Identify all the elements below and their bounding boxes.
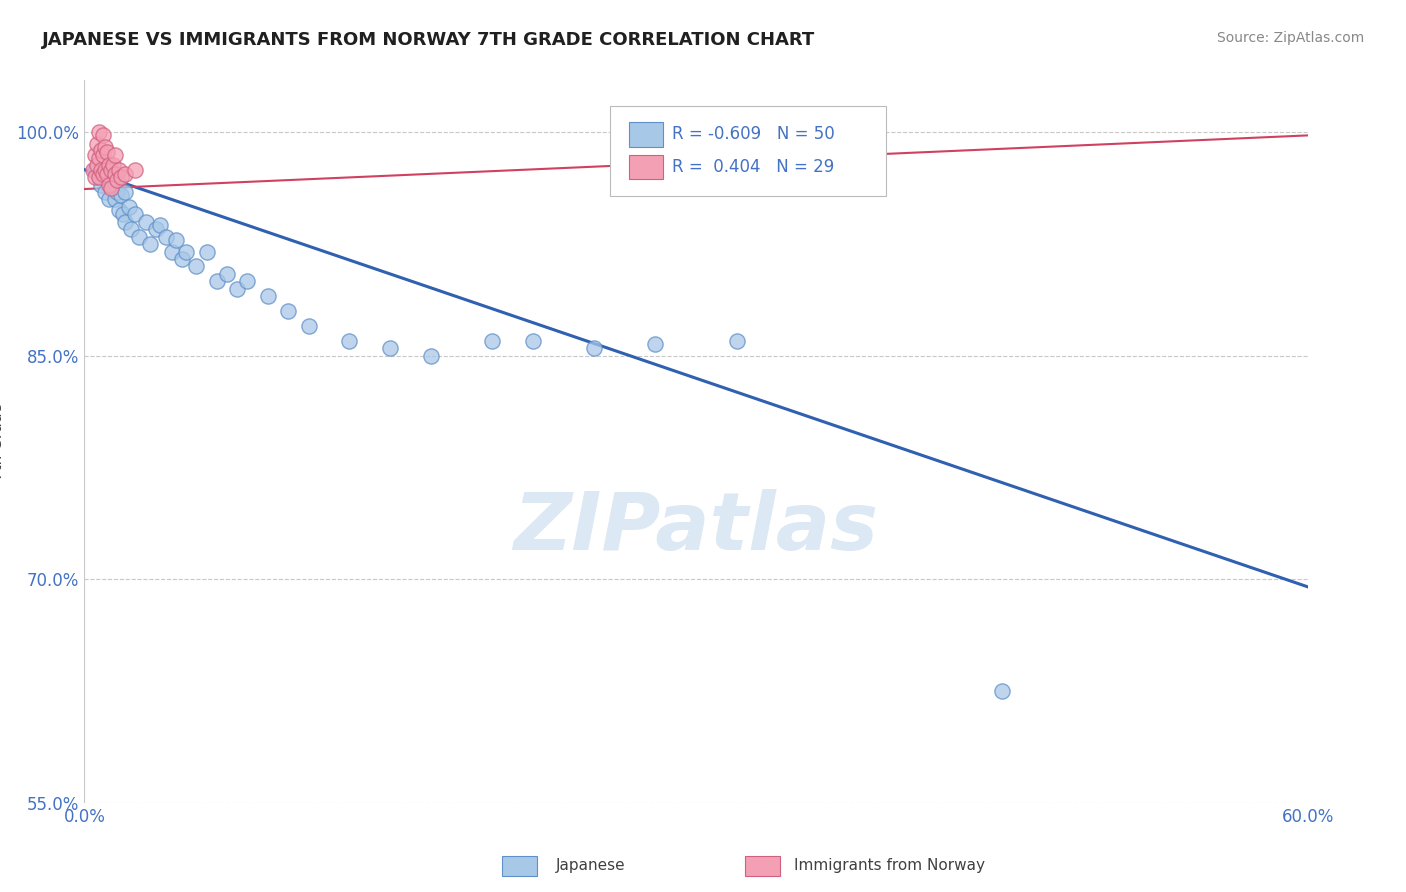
Point bbox=[277, 304, 299, 318]
Point bbox=[97, 158, 120, 172]
Point bbox=[100, 162, 122, 177]
Point bbox=[91, 162, 114, 177]
Point bbox=[160, 244, 183, 259]
Point bbox=[96, 145, 118, 159]
Text: R = -0.609   N = 50: R = -0.609 N = 50 bbox=[672, 126, 834, 144]
Bar bbox=[628, 122, 664, 147]
Point bbox=[90, 178, 112, 192]
Point bbox=[110, 188, 132, 202]
Point bbox=[86, 158, 108, 172]
Text: R =  0.404   N = 29: R = 0.404 N = 29 bbox=[672, 158, 834, 176]
Point bbox=[298, 319, 321, 334]
Text: Immigrants from Norway: Immigrants from Norway bbox=[794, 858, 986, 872]
Point bbox=[257, 289, 280, 303]
Point bbox=[82, 162, 104, 177]
Point bbox=[226, 282, 249, 296]
Point bbox=[118, 200, 141, 214]
Point bbox=[149, 218, 172, 232]
Point bbox=[108, 162, 131, 177]
Point bbox=[97, 173, 120, 187]
Point bbox=[93, 185, 115, 199]
Point bbox=[87, 170, 110, 185]
Point bbox=[165, 233, 187, 247]
Point bbox=[114, 185, 136, 199]
Point bbox=[93, 155, 115, 169]
Point bbox=[128, 229, 150, 244]
Point bbox=[105, 173, 128, 187]
Point bbox=[97, 178, 120, 192]
Point bbox=[120, 222, 142, 236]
Point bbox=[339, 334, 361, 348]
Point bbox=[186, 260, 208, 274]
Point bbox=[217, 267, 239, 281]
Point bbox=[236, 274, 259, 288]
Point bbox=[583, 342, 606, 356]
Point bbox=[91, 148, 114, 162]
Point bbox=[174, 244, 197, 259]
Text: JAPANESE VS IMMIGRANTS FROM NORWAY 7TH GRADE CORRELATION CHART: JAPANESE VS IMMIGRANTS FROM NORWAY 7TH G… bbox=[42, 31, 815, 49]
Point bbox=[91, 167, 114, 181]
Point bbox=[86, 137, 108, 152]
Point bbox=[124, 162, 146, 177]
Y-axis label: 7th Grade: 7th Grade bbox=[0, 403, 6, 480]
Point bbox=[135, 215, 157, 229]
Point bbox=[991, 684, 1014, 698]
Point bbox=[93, 140, 115, 154]
Point bbox=[97, 193, 120, 207]
Point bbox=[522, 334, 544, 348]
Point bbox=[725, 334, 748, 348]
Point bbox=[108, 202, 131, 217]
Point bbox=[100, 180, 122, 194]
Point bbox=[87, 170, 110, 185]
Point bbox=[124, 207, 146, 221]
Point bbox=[112, 207, 135, 221]
Point bbox=[90, 143, 112, 157]
FancyBboxPatch shape bbox=[610, 105, 886, 196]
Point bbox=[380, 342, 402, 356]
Point bbox=[83, 170, 105, 185]
Point bbox=[114, 167, 136, 181]
Point bbox=[104, 148, 127, 162]
Point bbox=[172, 252, 194, 266]
Point bbox=[114, 215, 136, 229]
Text: Japanese: Japanese bbox=[555, 858, 626, 872]
Point bbox=[205, 274, 228, 288]
Point bbox=[104, 167, 127, 181]
Point bbox=[96, 167, 118, 181]
Point bbox=[481, 334, 503, 348]
Point bbox=[100, 167, 122, 181]
Point bbox=[420, 349, 443, 363]
Point bbox=[93, 170, 115, 185]
Point bbox=[83, 162, 105, 177]
Point bbox=[145, 222, 167, 236]
Point bbox=[138, 237, 160, 252]
Point bbox=[101, 158, 124, 172]
Point bbox=[93, 162, 115, 177]
Point bbox=[104, 193, 127, 207]
Point bbox=[195, 244, 218, 259]
Point bbox=[110, 170, 132, 185]
Point bbox=[104, 178, 127, 192]
Point bbox=[90, 162, 112, 177]
Text: Source: ZipAtlas.com: Source: ZipAtlas.com bbox=[1216, 31, 1364, 45]
Point bbox=[155, 229, 177, 244]
Bar bbox=[628, 154, 664, 179]
Point bbox=[105, 185, 128, 199]
Point bbox=[87, 125, 110, 139]
Point bbox=[83, 148, 105, 162]
Point bbox=[91, 128, 114, 143]
Text: ZIPatlas: ZIPatlas bbox=[513, 489, 879, 567]
Point bbox=[87, 151, 110, 165]
Point bbox=[644, 337, 666, 351]
